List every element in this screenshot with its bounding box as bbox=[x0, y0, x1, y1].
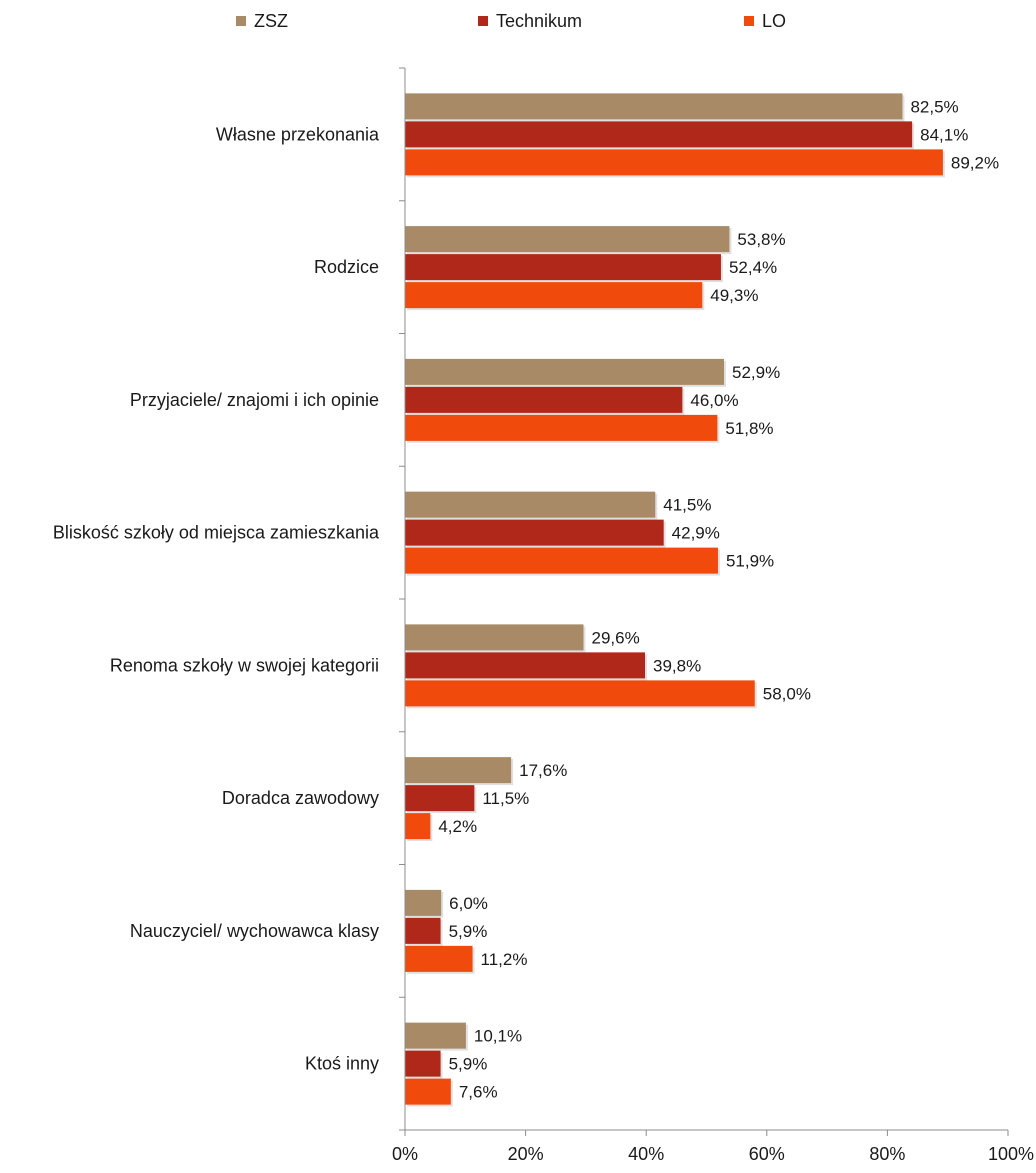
bar-1-0 bbox=[405, 121, 913, 148]
data-label-2-3: 51,9% bbox=[726, 552, 774, 571]
bar-1-4 bbox=[405, 652, 645, 679]
bar-0-0 bbox=[405, 93, 903, 120]
x-tick-label-1: 20% bbox=[508, 1144, 544, 1164]
data-label-1-6: 5,9% bbox=[449, 922, 488, 941]
bar-2-7 bbox=[405, 1078, 451, 1105]
data-label-2-0: 89,2% bbox=[951, 153, 999, 172]
bars: 82,5% 84,1% 89,2% 53,8% 52,4% 49,3% 52,9% 46,0%… bbox=[405, 93, 999, 1107]
category-label-3: Bliskość szkoły od miejsca zamieszkania bbox=[53, 523, 380, 543]
data-label-1-0: 84,1% bbox=[920, 125, 968, 144]
category-label-1: Rodzice bbox=[314, 257, 379, 277]
x-tick-label-2: 40% bbox=[628, 1144, 664, 1164]
category-label-5: Doradca zawodowy bbox=[222, 788, 379, 808]
data-label-2-6: 11,2% bbox=[481, 950, 528, 969]
data-label-0-0: 82,5% bbox=[910, 97, 958, 116]
category-label-0: Własne przekonania bbox=[216, 124, 380, 144]
category-label-4: Renoma szkoły w swojej kategorii bbox=[110, 655, 379, 675]
bar-0-7 bbox=[405, 1022, 466, 1049]
bar-1-3 bbox=[405, 519, 664, 546]
bar-0-2 bbox=[405, 358, 724, 385]
x-tick-label-0: 0% bbox=[392, 1144, 418, 1164]
data-label-1-3: 42,9% bbox=[672, 524, 720, 543]
axes: Własne przekonania Rodzice Przyjaciele/ zn… bbox=[53, 67, 1034, 1164]
legend: ZSZ Technikum LO bbox=[236, 11, 786, 31]
bar-1-2 bbox=[405, 386, 683, 413]
bar-1-6 bbox=[405, 917, 441, 944]
bar-2-0 bbox=[405, 149, 943, 176]
bar-0-1 bbox=[405, 226, 730, 253]
x-tick-label-3: 60% bbox=[749, 1144, 785, 1164]
data-label-0-7: 10,1% bbox=[474, 1027, 522, 1046]
data-label-1-2: 46,0% bbox=[690, 391, 738, 410]
bar-2-2 bbox=[405, 414, 718, 441]
legend-swatch-1 bbox=[478, 16, 488, 26]
data-label-0-1: 53,8% bbox=[737, 230, 785, 249]
legend-label-1: Technikum bbox=[496, 11, 582, 31]
bar-0-4 bbox=[405, 624, 584, 651]
bar-2-5 bbox=[405, 813, 431, 840]
data-label-0-2: 52,9% bbox=[732, 363, 780, 382]
bar-2-6 bbox=[405, 945, 473, 972]
data-label-2-5: 4,2% bbox=[438, 817, 477, 836]
x-tick-label-4: 80% bbox=[869, 1144, 905, 1164]
bar-1-7 bbox=[405, 1050, 441, 1077]
data-label-0-5: 17,6% bbox=[519, 761, 567, 780]
bar-1-5 bbox=[405, 785, 475, 812]
data-label-2-1: 49,3% bbox=[710, 286, 758, 305]
bar-2-3 bbox=[405, 547, 718, 574]
category-label-2: Przyjaciele/ znajomi i ich opinie bbox=[130, 390, 379, 410]
data-label-1-1: 52,4% bbox=[729, 258, 777, 277]
bar-1-1 bbox=[405, 254, 721, 281]
data-label-1-7: 5,9% bbox=[449, 1055, 488, 1074]
category-label-6: Nauczyciel/ wychowawca klasy bbox=[130, 921, 379, 941]
data-label-2-7: 7,6% bbox=[459, 1083, 498, 1102]
data-label-2-2: 51,8% bbox=[725, 419, 773, 438]
legend-label-2: LO bbox=[762, 11, 786, 31]
data-label-1-5: 11,5% bbox=[482, 789, 529, 808]
category-label-7: Ktoś inny bbox=[305, 1054, 379, 1074]
data-label-0-3: 41,5% bbox=[663, 496, 711, 515]
bar-2-4 bbox=[405, 680, 755, 707]
legend-swatch-0 bbox=[236, 16, 246, 26]
data-label-1-4: 39,8% bbox=[653, 656, 701, 675]
legend-label-0: ZSZ bbox=[254, 11, 288, 31]
bar-2-1 bbox=[405, 282, 703, 309]
bar-0-6 bbox=[405, 889, 442, 916]
legend-swatch-2 bbox=[744, 16, 754, 26]
bar-0-3 bbox=[405, 491, 656, 518]
x-tick-label-5: 100% bbox=[988, 1144, 1034, 1164]
data-label-0-4: 29,6% bbox=[591, 628, 639, 647]
bar-0-5 bbox=[405, 757, 512, 784]
data-label-2-4: 58,0% bbox=[763, 684, 811, 703]
data-label-0-6: 6,0% bbox=[449, 894, 488, 913]
